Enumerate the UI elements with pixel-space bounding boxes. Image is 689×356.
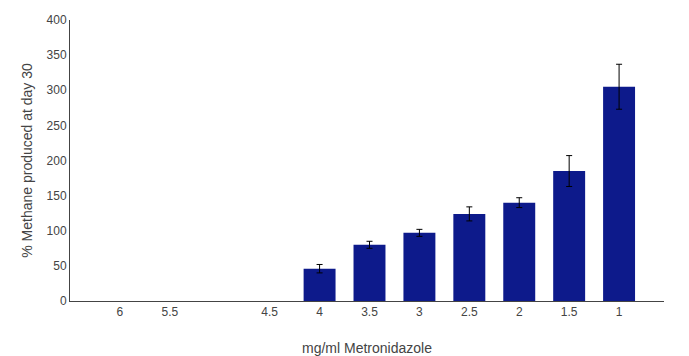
- svg-text:100: 100: [47, 224, 67, 238]
- svg-text:300: 300: [47, 83, 67, 97]
- svg-text:150: 150: [47, 189, 67, 203]
- svg-text:4.5: 4.5: [261, 305, 278, 319]
- svg-text:% Methane produced at day 30: % Methane produced at day 30: [19, 63, 35, 258]
- svg-text:350: 350: [47, 48, 67, 62]
- svg-text:5.5: 5.5: [161, 305, 178, 319]
- svg-text:0: 0: [60, 294, 67, 308]
- svg-text:50: 50: [53, 259, 67, 273]
- svg-text:4: 4: [316, 305, 323, 319]
- svg-text:6: 6: [117, 305, 124, 319]
- svg-text:1: 1: [616, 305, 623, 319]
- svg-text:2.5: 2.5: [461, 305, 478, 319]
- svg-text:3: 3: [416, 305, 423, 319]
- svg-text:250: 250: [47, 119, 67, 133]
- svg-text:mg/ml Metronidazole: mg/ml Metronidazole: [302, 340, 432, 356]
- svg-text:400: 400: [47, 13, 67, 27]
- svg-text:2: 2: [516, 305, 523, 319]
- svg-text:1.5: 1.5: [561, 305, 578, 319]
- svg-text:200: 200: [47, 154, 67, 168]
- svg-text:3.5: 3.5: [361, 305, 378, 319]
